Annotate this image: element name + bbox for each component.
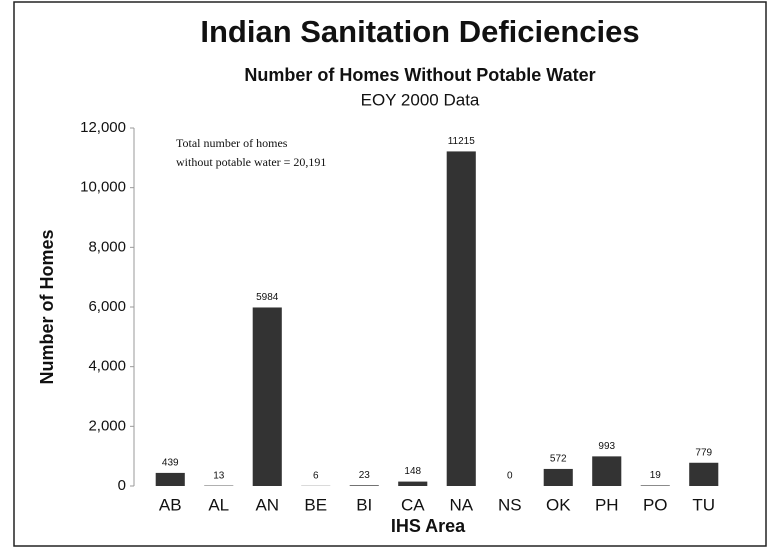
x-tick-label: AN: [255, 495, 279, 514]
value-label: 11215: [448, 136, 476, 147]
x-tick-label: AL: [208, 495, 229, 514]
x-axis-label: IHS Area: [391, 516, 466, 536]
bar: [155, 472, 185, 486]
value-label: 439: [162, 458, 179, 469]
value-label: 5984: [256, 292, 279, 303]
bar: [592, 456, 622, 486]
bar: [543, 468, 573, 486]
bar: [349, 485, 379, 486]
x-tick-label: PO: [643, 495, 668, 514]
value-label: 6: [313, 470, 319, 481]
x-tick-label: AB: [159, 495, 182, 514]
y-axis-label: Number of Homes: [37, 229, 57, 384]
annotation: Total number of homes: [176, 136, 288, 150]
value-label: 0: [507, 471, 513, 482]
annotation: without potable water = 20,191: [176, 155, 326, 169]
x-tick-label: TU: [692, 495, 715, 514]
chart-title: Indian Sanitation Deficiencies: [200, 14, 639, 49]
y-tick-label: 2,000: [88, 417, 126, 434]
chart-subtitle: Number of Homes Without Potable Water: [244, 65, 595, 85]
x-tick-label: NS: [498, 495, 522, 514]
x-tick-label: BE: [304, 495, 327, 514]
value-label: 148: [404, 466, 421, 477]
y-tick-label: 12,000: [80, 119, 126, 136]
chart-subtitle: EOY 2000 Data: [361, 90, 480, 109]
value-label: 572: [550, 454, 567, 465]
x-tick-label: NA: [449, 495, 473, 514]
bar: [640, 485, 670, 486]
bar: [689, 462, 719, 486]
x-tick-label: PH: [595, 495, 619, 514]
value-label: 779: [695, 447, 712, 458]
value-label: 23: [359, 470, 371, 481]
y-tick-label: 10,000: [80, 179, 126, 196]
value-label: 993: [598, 441, 615, 452]
bar: [252, 307, 282, 486]
frame: [13, 1, 767, 547]
value-label: 19: [650, 470, 662, 481]
bar: [446, 151, 476, 486]
y-tick-label: 6,000: [88, 298, 126, 315]
y-tick-label: 8,000: [88, 238, 126, 255]
bar: [398, 481, 428, 486]
x-tick-label: BI: [356, 495, 372, 514]
x-tick-label: OK: [546, 495, 571, 514]
value-label: 13: [213, 470, 225, 481]
y-tick-label: 4,000: [88, 358, 126, 375]
y-tick-label: 0: [118, 477, 126, 494]
x-tick-label: CA: [401, 495, 425, 514]
